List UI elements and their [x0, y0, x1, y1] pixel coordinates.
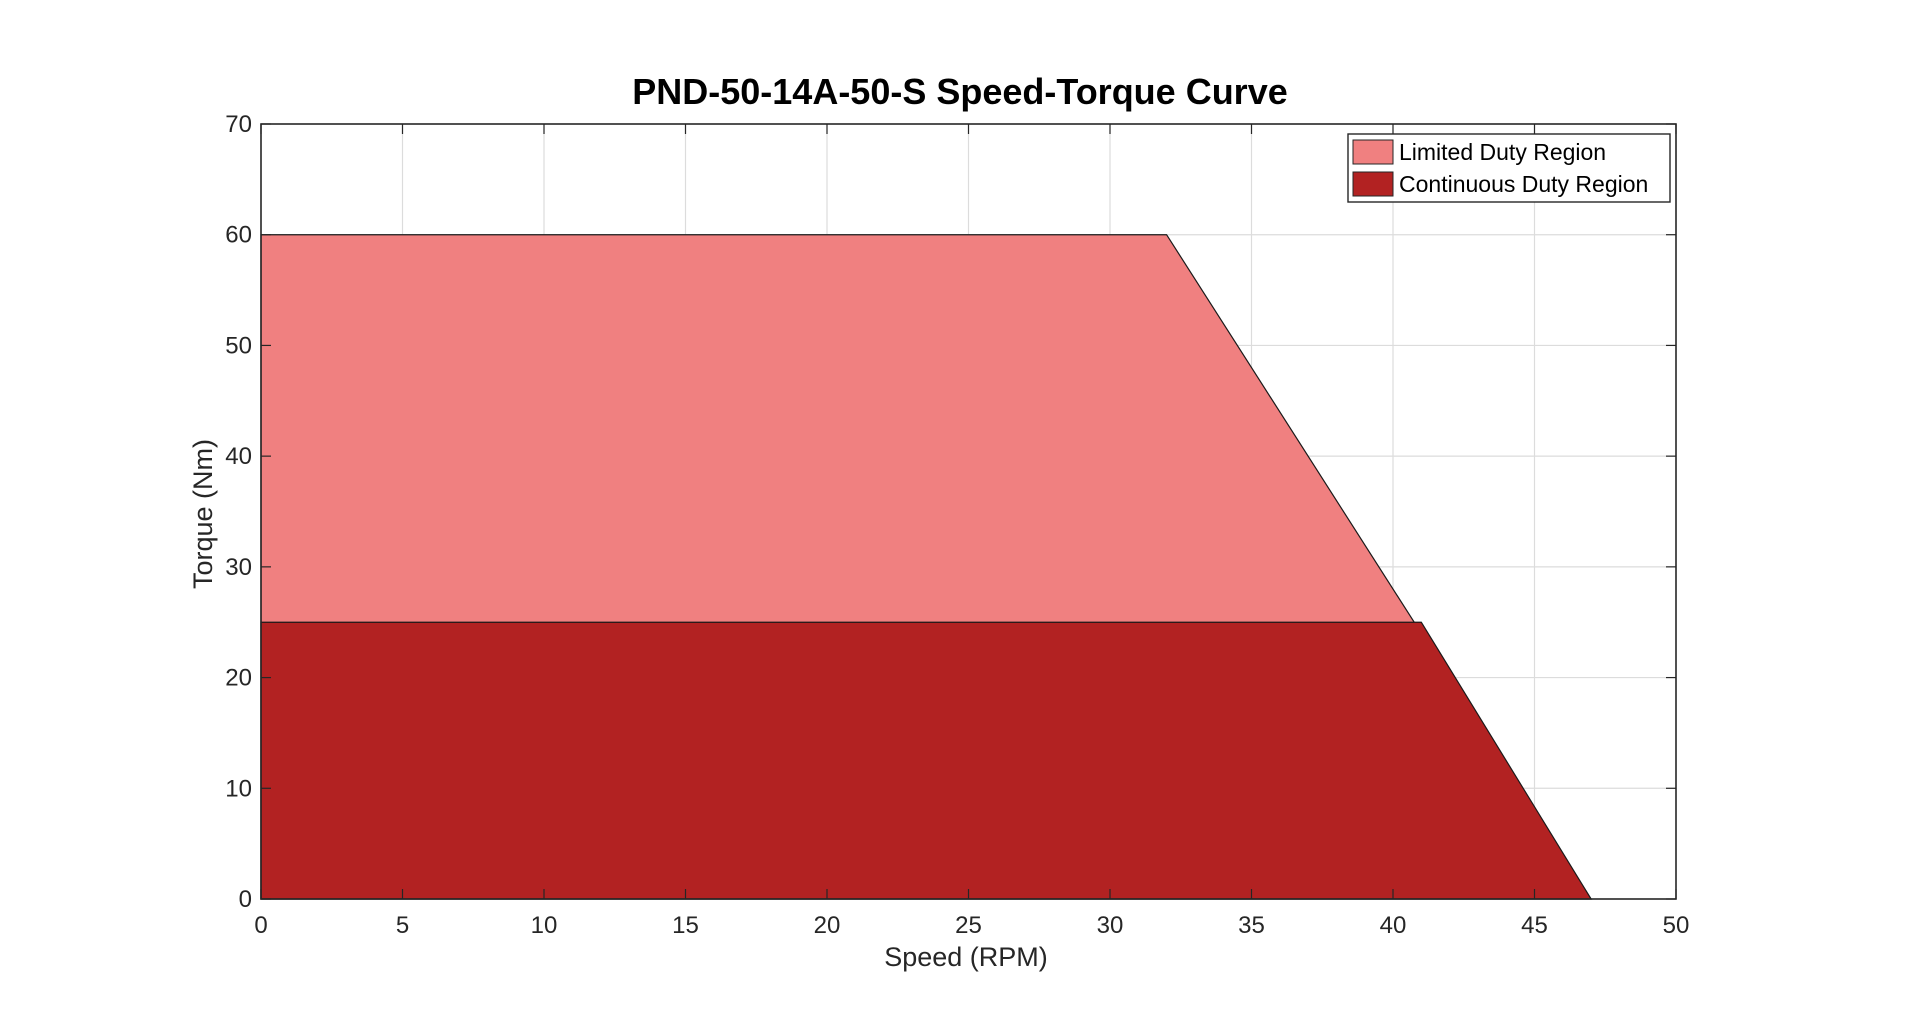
x-tick-label: 45	[1521, 912, 1548, 939]
region-continuous-duty	[260, 621, 1593, 900]
y-tick-label: 20	[225, 665, 252, 692]
x-tick-label: 10	[531, 912, 558, 939]
x-tick-label: 25	[955, 912, 982, 939]
y-tick-label: 30	[225, 554, 252, 581]
y-tick-label: 10	[225, 775, 252, 802]
plot-area: 0 5 10 15 20 25 30 35 40 45 50 0 10 20 30 40 50 60 70	[225, 111, 1689, 939]
y-tick-label: 40	[225, 443, 252, 470]
x-tick-label: 15	[672, 912, 699, 939]
x-tick-label: 0	[254, 912, 267, 939]
y-tick-label: 0	[239, 886, 252, 913]
axis-ticks: 0 5 10 15 20 25 30 35 40 45 50 0 10 20 30 40 50 60 70	[225, 111, 1689, 939]
x-tick-label: 35	[1238, 912, 1265, 939]
legend-label: Continuous Duty Region	[1399, 171, 1648, 197]
legend: Limited Duty Region Continuous Duty Regio…	[1347, 133, 1671, 203]
x-tick-label: 50	[1663, 912, 1690, 939]
y-tick-label: 60	[225, 222, 252, 249]
x-axis-label: Speed (RPM)	[884, 942, 1048, 972]
x-tick-label: 20	[814, 912, 841, 939]
x-tick-label: 40	[1380, 912, 1407, 939]
y-tick-label: 50	[225, 332, 252, 359]
legend-swatch	[1352, 171, 1394, 197]
y-axis-label: Torque (Nm)	[188, 439, 218, 589]
chart-title: PND-50-14A-50-S Speed-Torque Curve	[632, 71, 1288, 112]
x-tick-label: 5	[396, 912, 409, 939]
x-tick-label: 30	[1097, 912, 1124, 939]
y-tick-label: 70	[225, 111, 252, 138]
legend-box	[1347, 133, 1671, 203]
legend-label: Limited Duty Region	[1399, 139, 1606, 165]
legend-swatch	[1352, 139, 1394, 165]
